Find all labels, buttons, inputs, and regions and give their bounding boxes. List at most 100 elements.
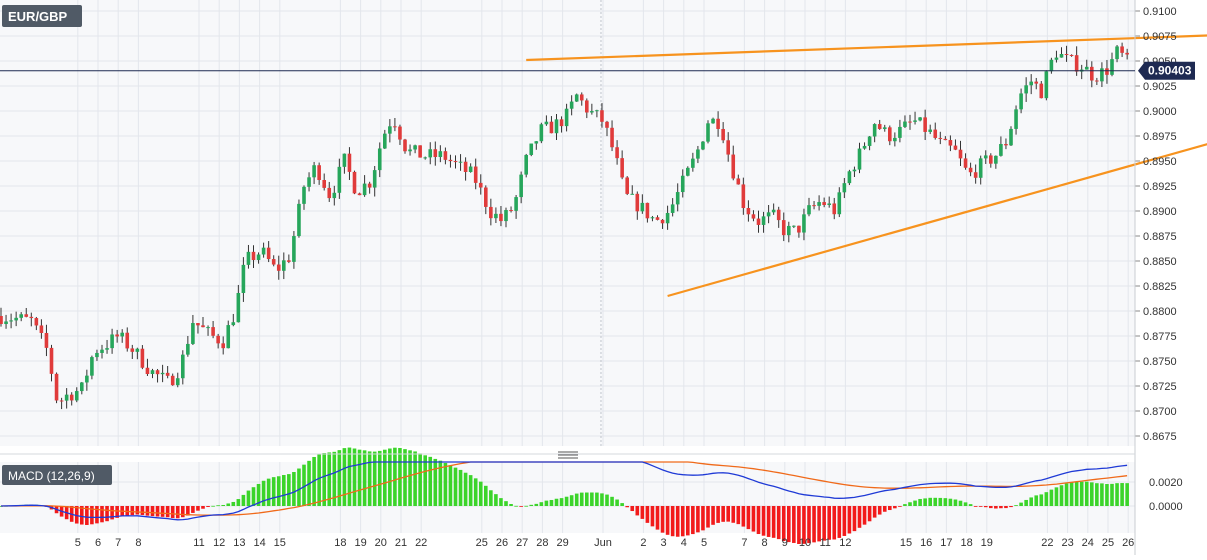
candle-body [120, 332, 124, 337]
candle-body [201, 325, 205, 328]
macd-histogram-bar [302, 464, 306, 506]
candle-body [741, 184, 746, 209]
candle [499, 205, 503, 227]
candle [292, 231, 296, 269]
candle [595, 109, 599, 118]
candle [867, 136, 872, 151]
macd-histogram-bar [292, 472, 296, 506]
candle-body [665, 212, 670, 224]
candle [423, 156, 427, 160]
candle [665, 205, 670, 230]
candle [650, 215, 655, 222]
candle [837, 187, 842, 218]
macd-histogram-bar [822, 506, 826, 541]
candle [761, 211, 766, 233]
macd-histogram-bar [241, 494, 246, 506]
candle-body [655, 217, 660, 220]
x-tick-label: 4 [681, 537, 687, 549]
candlestick-series [0, 42, 1129, 410]
candle-body [1049, 59, 1054, 72]
trendlines [526, 34, 1207, 298]
candle-body [1074, 55, 1079, 72]
macd-histogram-bar [271, 477, 276, 506]
candle [1014, 105, 1018, 135]
macd-histogram-bar [125, 506, 130, 516]
candle [241, 257, 246, 302]
candle [64, 388, 69, 409]
macd-histogram-bar [585, 492, 589, 506]
candle-body [807, 205, 811, 215]
macd-histogram-bar [605, 494, 609, 506]
candle [645, 202, 650, 223]
macd-histogram-bar [145, 506, 150, 516]
macd-histogram-bar [928, 497, 932, 506]
macd-histogram-bar [696, 506, 700, 533]
candle [282, 252, 286, 280]
candle-body [181, 354, 185, 379]
candle-body [85, 375, 89, 383]
candle [251, 245, 256, 268]
candle [221, 336, 225, 355]
macd-histogram-bar [473, 478, 478, 506]
x-tick-label: 11 [193, 537, 204, 549]
candle [135, 347, 140, 360]
macd-histogram-bar [832, 506, 837, 540]
candle-body [933, 129, 938, 138]
candle-body [792, 225, 796, 227]
macd-histogram-bar [847, 506, 852, 534]
macd-histogram-bar [1024, 499, 1028, 506]
candle [145, 358, 150, 376]
candle [943, 136, 948, 141]
y-tick-label: 0.8825 [1143, 281, 1177, 293]
candle-body [54, 373, 59, 401]
x-tick-label: 16 [920, 537, 932, 549]
macd-histogram-bar [625, 506, 629, 508]
candle-body [413, 145, 417, 150]
macd-histogram-bar [170, 506, 175, 519]
candle-body [701, 141, 705, 150]
candle-body [418, 145, 422, 158]
candle [1044, 70, 1049, 101]
macd-histogram-bar [282, 475, 286, 506]
candle-body [1009, 128, 1013, 146]
candle-body [766, 212, 771, 217]
macd-histogram-bar [781, 506, 786, 541]
candle [1064, 45, 1069, 62]
candle [44, 324, 49, 357]
x-tick-label: 17 [940, 537, 952, 549]
candle [1029, 74, 1033, 95]
macd-histogram-bar [519, 506, 523, 507]
y-tick-label: 0.8775 [1143, 331, 1177, 343]
candle-body [211, 327, 215, 336]
macd-histogram-bar [499, 498, 503, 506]
panel-resize-handle[interactable] [558, 451, 578, 459]
macd-histogram-bar [160, 506, 165, 517]
candle-body [867, 136, 872, 146]
macd-histogram-bar [807, 506, 811, 544]
candle [968, 162, 973, 177]
y-tick-label: 0.9000 [1143, 106, 1177, 118]
macd-histogram-bar [736, 506, 741, 525]
macd-tick-label: 0.0020 [1149, 477, 1183, 489]
candle [428, 142, 433, 165]
candle [150, 368, 155, 379]
macd-histogram-bar [898, 506, 902, 507]
macd-histogram-bar [1039, 494, 1044, 506]
candle-body [362, 183, 367, 196]
macd-histogram-bar [686, 506, 690, 536]
x-tick-label: 25 [476, 537, 488, 549]
candle-body [953, 145, 958, 150]
candle [186, 336, 190, 357]
candle [802, 208, 806, 241]
candle-body [928, 129, 932, 132]
candle [322, 173, 326, 191]
candle [1024, 77, 1028, 102]
candle-body [893, 137, 897, 142]
macd-histogram-bar [393, 447, 397, 506]
candle [1105, 59, 1109, 84]
macd-histogram-bar [670, 506, 675, 537]
x-tick-label: 2 [640, 537, 646, 549]
x-tick-label: 13 [233, 537, 245, 549]
candle-body [251, 251, 256, 261]
macd-histogram-bar [468, 475, 473, 506]
